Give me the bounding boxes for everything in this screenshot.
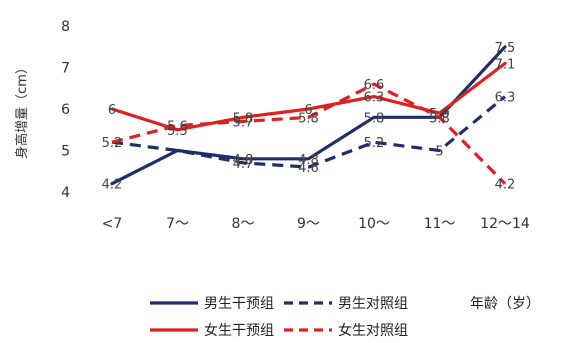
data-label: 5.6 [167, 120, 188, 135]
x-tick-label: 12～14 [480, 216, 530, 232]
data-label: 5.5 [167, 124, 188, 139]
series-line [111, 82, 507, 185]
data-label: 6.3 [364, 91, 385, 106]
data-label: 7.1 [495, 57, 516, 72]
series-line [111, 95, 507, 169]
data-label: 5.8 [429, 111, 450, 126]
data-label: 6.6 [364, 78, 385, 93]
x-tick-label: 9～ [297, 216, 320, 232]
data-label: 5.2 [102, 136, 123, 151]
x-tick-label: 11～ [424, 216, 456, 232]
x-tick-label: 7～ [166, 216, 189, 232]
data-label: 4.2 [495, 178, 516, 193]
y-tick-label: 8 [61, 19, 70, 35]
data-label: 5.8 [233, 111, 254, 126]
data-label: 7.5 [495, 41, 516, 56]
x-tick-label: 10～ [358, 216, 390, 232]
legend-label: 女生对照组 [338, 322, 408, 339]
x-axis-ticks: <7 7～ 8～ 9～ 10～ 11～ 12～14 [102, 216, 530, 232]
data-label: 5 [435, 145, 443, 160]
legend-label: 女生干预组 [204, 322, 274, 339]
data-label: 4.7 [233, 157, 254, 172]
series-line [110, 61, 507, 132]
y-axis-ticks: 4 5 6 7 8 [61, 19, 70, 201]
data-label: 5.9 [429, 107, 450, 122]
x-tick-label: 8～ [232, 216, 255, 232]
x-axis-title: 年龄（岁） [470, 296, 540, 312]
data-labels: 4.24.8 4.85.87.55.24.7 4.65.256.365.55.866… [102, 41, 516, 193]
data-label: 5.7 [233, 115, 254, 130]
data-label: 5.8 [364, 111, 385, 126]
legend-label: 男生干预组 [204, 296, 274, 312]
data-label: 5.2 [364, 136, 385, 151]
data-label: 6 [304, 103, 312, 118]
data-label: 4.6 [298, 161, 319, 176]
y-tick-label: 4 [61, 185, 70, 201]
y-tick-label: 7 [61, 61, 70, 77]
data-label: 6.3 [495, 91, 516, 106]
y-axis-label: 身高增量（cm） [14, 61, 30, 159]
data-label: 4.2 [102, 178, 123, 193]
data-label: 5.8 [298, 111, 319, 126]
data-label: 6 [108, 103, 116, 118]
y-tick-label: 6 [61, 102, 70, 118]
x-tick-label: <7 [102, 216, 123, 232]
y-axis-title: 身高增量（cm） [14, 61, 30, 159]
data-label: 4.8 [233, 153, 254, 168]
y-tick-label: 5 [61, 144, 70, 160]
data-label: 4.8 [298, 153, 319, 168]
series-lines [110, 45, 507, 186]
legend-label: 男生对照组 [338, 296, 408, 312]
